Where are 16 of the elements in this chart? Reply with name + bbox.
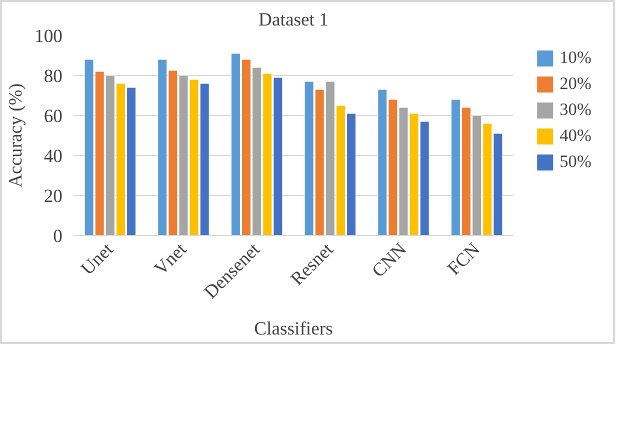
- y-tick-label: 40: [44, 146, 62, 167]
- y-tick-label: 60: [44, 106, 62, 127]
- y-axis-title: Accuracy (%): [6, 83, 27, 188]
- x-axis-title: Classifiers: [254, 318, 333, 340]
- y-tick-label: 100: [34, 26, 62, 47]
- x-tick-label: Unet: [77, 238, 118, 280]
- y-tick-label: 20: [44, 186, 62, 207]
- y-tick-label: 0: [53, 226, 62, 247]
- x-tick-label: Vnet: [150, 238, 192, 280]
- legend-label: 40%: [560, 126, 592, 146]
- legend-label: 30%: [560, 100, 592, 120]
- y-tick-label: 80: [44, 66, 62, 87]
- legend-label: 10%: [560, 48, 592, 68]
- legend-label: 20%: [560, 74, 592, 94]
- chart-title: Dataset 1: [258, 10, 328, 30]
- legend-label: 50%: [560, 152, 592, 172]
